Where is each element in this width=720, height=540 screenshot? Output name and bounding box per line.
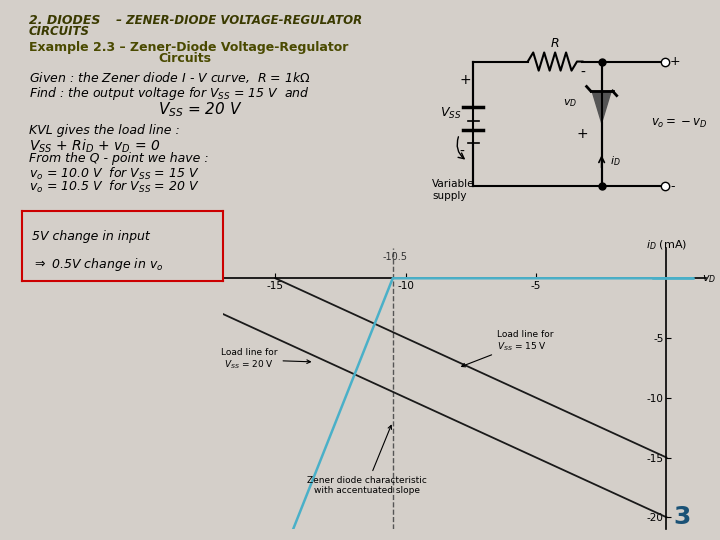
Text: Circuits: Circuits (158, 52, 212, 65)
Text: – ZENER-DIODE VOLTAGE-REGULATOR: – ZENER-DIODE VOLTAGE-REGULATOR (112, 14, 361, 26)
Text: 3: 3 (674, 505, 691, 529)
Text: +: + (670, 55, 680, 68)
Text: Example 2.3 – Zener-Diode Voltage-Regulator: Example 2.3 – Zener-Diode Voltage-Regula… (29, 40, 348, 53)
Text: +: + (577, 127, 588, 141)
Text: $V_{SS}$: $V_{SS}$ (440, 106, 462, 122)
Text: Zener diode characteristic
with accentuated slope: Zener diode characteristic with accentua… (307, 426, 426, 495)
Text: $v_o$ = 10.0 V  for $V_{SS}$ = 15 V: $v_o$ = 10.0 V for $V_{SS}$ = 15 V (29, 166, 199, 182)
Text: Load line for
$V_{SS}$ = 20 V: Load line for $V_{SS}$ = 20 V (221, 348, 310, 372)
Text: -: - (670, 180, 675, 193)
Text: $V_{SS}$ = 20 V: $V_{SS}$ = 20 V (158, 100, 243, 119)
Text: $v_D$ (V): $v_D$ (V) (702, 272, 720, 285)
Polygon shape (592, 91, 611, 123)
Text: Given : the Zener diode I - V curve,  R = 1k$\Omega$: Given : the Zener diode I - V curve, R =… (29, 70, 310, 85)
Text: Variable
supply: Variable supply (432, 179, 474, 201)
Text: $R$: $R$ (550, 37, 560, 50)
Text: -: - (459, 145, 464, 159)
Text: $v_o$ = 10.5 V  for $V_{SS}$ = 20 V: $v_o$ = 10.5 V for $V_{SS}$ = 20 V (29, 179, 199, 195)
Text: CIRCUITS: CIRCUITS (29, 25, 90, 38)
Text: From the Q - point we have :: From the Q - point we have : (29, 152, 208, 165)
Text: 5V change in input: 5V change in input (32, 230, 150, 243)
Text: 2. DIODES: 2. DIODES (29, 14, 100, 26)
Text: $i_D$: $i_D$ (610, 154, 621, 168)
Text: $v_D$: $v_D$ (563, 98, 577, 110)
Text: $i_D$ (mA): $i_D$ (mA) (646, 238, 687, 252)
Text: -: - (580, 66, 585, 80)
Text: Find : the output voltage for $V_{SS}$ = 15 V  and: Find : the output voltage for $V_{SS}$ =… (29, 85, 310, 102)
Text: +: + (459, 73, 471, 87)
Text: $V_{SS}$ + Ri$_D$ + v$_D$ = 0: $V_{SS}$ + Ri$_D$ + v$_D$ = 0 (29, 138, 161, 155)
Text: $v_o = -v_D$: $v_o = -v_D$ (651, 117, 707, 131)
Text: -10.5: -10.5 (383, 252, 408, 262)
Text: Load line for
$V_{SS}$ = 15 V: Load line for $V_{SS}$ = 15 V (462, 330, 554, 367)
Text: $\Rightarrow$ 0.5V change in $v_o$: $\Rightarrow$ 0.5V change in $v_o$ (32, 256, 163, 273)
Text: KVL gives the load line :: KVL gives the load line : (29, 124, 179, 137)
